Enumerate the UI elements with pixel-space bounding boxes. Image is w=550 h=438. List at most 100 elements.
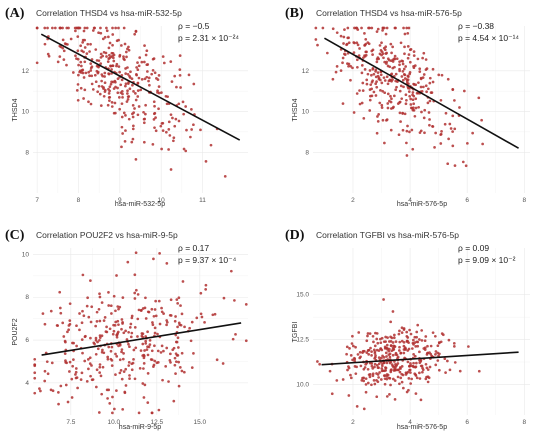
y-tick-label: 8 [25,149,29,156]
data-point [386,106,390,110]
data-point [371,53,374,56]
data-point [380,50,384,54]
data-point [172,139,175,143]
data-point [80,321,84,325]
data-point [144,296,147,300]
data-point [403,77,407,80]
data-point [169,168,173,171]
data-point [437,73,441,77]
data-point [132,90,135,93]
data-point [182,147,186,151]
data-point [379,88,382,92]
data-point [174,372,177,375]
data-point [89,69,93,72]
data-point [381,29,384,32]
data-point [180,351,184,355]
data-point [331,27,335,31]
data-point [414,392,418,395]
data-point [81,273,85,277]
data-point [366,349,370,352]
data-point [355,41,359,45]
data-point [394,26,397,30]
y-tick-label: 6 [25,337,29,344]
data-point [405,330,409,334]
data-point [351,358,354,362]
data-point [342,35,346,39]
data-point [178,366,182,369]
data-point [402,26,405,30]
data-point [118,358,122,362]
data-point [123,42,127,46]
data-point [383,91,387,95]
data-point [409,362,412,365]
data-point [121,296,125,299]
data-point [412,102,416,106]
data-point [353,356,356,360]
data-point [362,367,366,371]
data-point [396,375,400,379]
data-point [399,351,403,355]
data-point [108,95,112,99]
data-point [127,364,131,367]
data-point [64,360,68,364]
data-point [424,68,428,71]
data-point [132,348,136,352]
data-point [341,378,345,381]
data-point [81,351,84,355]
data-point [110,68,113,71]
data-point [390,349,394,353]
data-point [138,366,142,370]
data-point [364,377,368,381]
data-point [199,128,202,132]
data-point [414,106,418,110]
data-point [120,102,124,106]
data-point [107,92,111,95]
data-point [175,298,179,301]
data-point [128,374,131,377]
data-point [94,324,98,328]
data-point [88,362,92,365]
data-point [49,388,53,392]
data-point [380,367,384,370]
data-point [134,29,138,33]
data-point [150,349,154,353]
data-point [404,93,408,97]
data-point [88,74,91,78]
data-point [107,72,110,75]
data-point [376,56,380,59]
data-point [358,350,362,354]
data-point [62,49,66,53]
data-point [393,379,397,382]
data-point [128,377,131,380]
data-point [105,325,108,329]
data-point [392,105,395,109]
data-point [342,42,345,45]
data-point [181,100,185,104]
data-point [339,34,343,38]
data-point [461,160,465,164]
data-point [366,72,370,76]
data-point [168,359,172,362]
data-point [354,372,358,376]
data-point [389,94,392,98]
data-point [107,35,110,39]
data-point [79,71,83,74]
data-point [411,91,415,94]
data-point [394,340,398,343]
chart-title: Correlation TGFBI vs hsa-miR-576-5p [316,230,459,240]
data-point [98,336,102,340]
data-point [426,344,429,348]
data-point [386,64,390,68]
x-tick-label: 6 [465,419,469,426]
data-point [50,361,54,365]
data-point [407,377,411,380]
data-point [133,273,137,277]
data-point [448,368,452,372]
data-point [423,346,427,350]
data-point [180,312,184,316]
data-point [77,63,80,67]
y-tick-label: 10.0 [296,381,309,388]
data-point [364,362,367,366]
data-point [74,54,77,58]
data-point [428,118,431,121]
